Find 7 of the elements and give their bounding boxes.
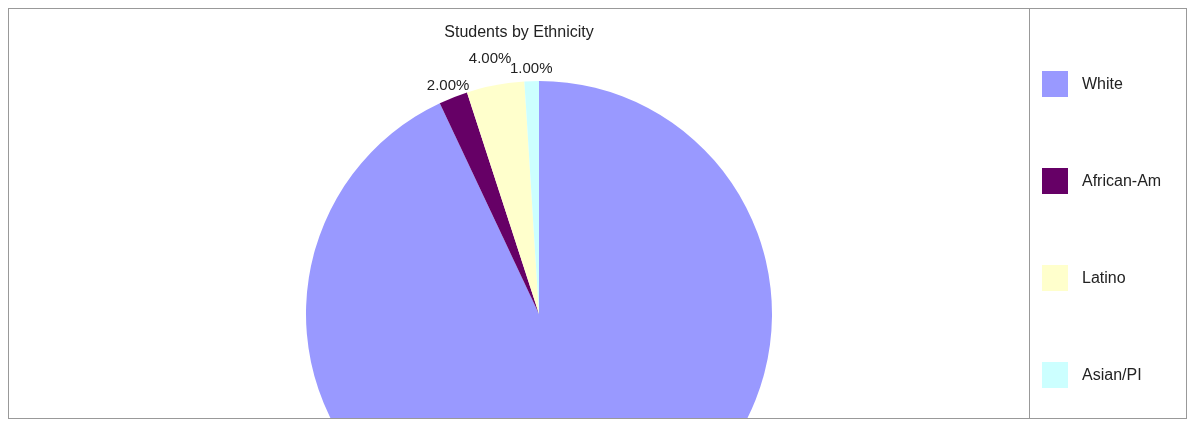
legend-label: White xyxy=(1082,74,1123,93)
legend-label: Latino xyxy=(1082,268,1126,287)
chart-title: Students by Ethnicity xyxy=(443,23,595,41)
legend-label: African-Am xyxy=(1082,171,1162,190)
data-label: 2.00% xyxy=(426,75,470,93)
data-label: 4.00% xyxy=(468,49,512,67)
legend-label: Asian/PI xyxy=(1082,365,1142,384)
